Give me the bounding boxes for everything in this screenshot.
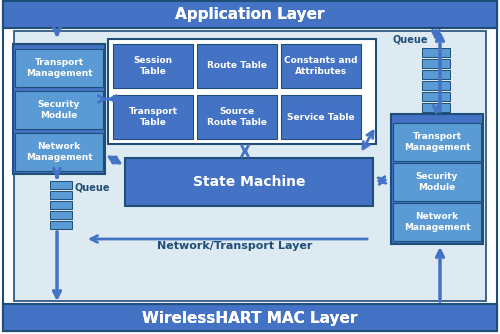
Bar — [281, 95, 361, 139]
Bar — [422, 70, 450, 79]
Text: Security
Module: Security Module — [416, 172, 458, 192]
Bar — [50, 181, 72, 189]
Bar — [3, 304, 497, 331]
Text: WirelessHART MAC Layer: WirelessHART MAC Layer — [142, 311, 358, 326]
Bar — [15, 49, 103, 87]
Text: Network/Transport Layer: Network/Transport Layer — [158, 241, 312, 251]
Text: Queue: Queue — [392, 35, 428, 45]
Text: WirelessHART MAC Layer: WirelessHART MAC Layer — [142, 311, 358, 326]
Bar — [113, 95, 193, 139]
Bar — [108, 39, 376, 144]
Bar — [50, 211, 72, 219]
Bar — [393, 203, 481, 241]
Bar — [13, 44, 105, 174]
Text: Network
Management: Network Management — [404, 212, 470, 232]
Bar — [391, 114, 483, 244]
Text: Constants and
Attributes: Constants and Attributes — [284, 56, 358, 76]
Bar — [422, 92, 450, 101]
Bar — [393, 163, 481, 201]
Bar — [14, 31, 486, 301]
Bar — [422, 59, 450, 68]
Text: Transport
Management: Transport Management — [26, 58, 92, 78]
Bar — [3, 304, 497, 331]
Text: Route Table: Route Table — [207, 61, 267, 70]
Text: Queue: Queue — [74, 182, 110, 192]
Bar — [197, 44, 277, 88]
Bar — [422, 81, 450, 90]
Bar — [3, 1, 497, 28]
Text: Session
Table: Session Table — [134, 56, 172, 76]
Bar — [197, 95, 277, 139]
Text: State Machine: State Machine — [193, 175, 305, 189]
Bar — [15, 133, 103, 171]
Text: Application Layer: Application Layer — [176, 7, 325, 22]
Text: Transport
Management: Transport Management — [404, 132, 470, 152]
Bar — [125, 158, 373, 206]
Text: Transport
Table: Transport Table — [128, 107, 178, 127]
Text: Network
Management: Network Management — [26, 142, 92, 162]
Bar — [422, 103, 450, 112]
Text: Security
Module: Security Module — [38, 100, 80, 120]
Bar — [50, 191, 72, 199]
Bar — [113, 44, 193, 88]
Bar — [3, 1, 497, 28]
Bar — [50, 221, 72, 229]
Text: Source
Route Table: Source Route Table — [207, 107, 267, 127]
Bar — [281, 44, 361, 88]
Text: Application Layer: Application Layer — [176, 7, 325, 22]
Text: Service Table: Service Table — [287, 113, 355, 122]
Bar — [393, 123, 481, 161]
Bar — [15, 91, 103, 129]
Bar — [50, 201, 72, 209]
Bar — [422, 48, 450, 57]
